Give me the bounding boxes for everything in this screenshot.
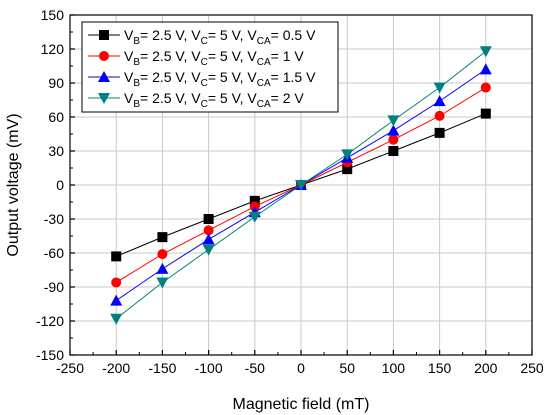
legend-label: VB= 2.5 V, VC= 5 V, VCA= 1.5 V: [124, 69, 316, 89]
y-tick-label: 0: [56, 177, 64, 193]
legend-marker: [99, 51, 109, 61]
legend-text-part: = 2.5 V, V: [140, 48, 201, 64]
legend-text-part: = 2.5 V, V: [140, 27, 201, 43]
legend-subscript: CA: [257, 57, 271, 68]
data-point: [388, 134, 399, 145]
legend-text-part: = 2 V: [271, 90, 305, 106]
x-tick-label: -150: [148, 360, 176, 376]
data-point: [479, 63, 492, 75]
data-point: [480, 82, 491, 93]
x-tick-label: 100: [382, 360, 406, 376]
data-point: [388, 146, 399, 156]
x-tick-label: -250: [56, 360, 84, 376]
legend-subscript: C: [201, 99, 208, 110]
x-tick-label: 150: [428, 360, 452, 376]
legend-text-part: = 1 V: [271, 48, 305, 64]
legend-text-part: V: [124, 48, 134, 64]
legend-text-part: = 5 V, V: [208, 69, 258, 85]
series-4: [110, 46, 492, 325]
legend-text-part: = 2.5 V, V: [140, 90, 201, 106]
x-tick-label: 200: [474, 360, 498, 376]
legend-marker: [98, 93, 110, 104]
legend-subscript: C: [201, 78, 208, 89]
legend-entry: VB= 2.5 V, VC= 5 V, VCA= 2 V: [88, 90, 304, 110]
data-point: [111, 277, 122, 288]
data-point: [248, 211, 261, 223]
legend-subscript: CA: [257, 99, 271, 110]
y-tick-label: 150: [41, 7, 65, 23]
x-tick-label: 0: [297, 360, 305, 376]
data-point: [295, 180, 307, 191]
legend-subscript: C: [201, 36, 208, 47]
data-point: [434, 110, 445, 121]
x-tick-label: -200: [102, 360, 130, 376]
legend-subscript: B: [133, 57, 140, 68]
y-tick-label: 90: [48, 75, 64, 91]
data-point: [111, 251, 122, 262]
data-point: [341, 149, 354, 161]
data-point: [434, 127, 445, 138]
legend-marker: [98, 71, 110, 82]
legend-label: VB= 2.5 V, VC= 5 V, VCA= 1 V: [124, 48, 304, 68]
legend-entry: VB= 2.5 V, VC= 5 V, VCA= 1.5 V: [88, 69, 316, 89]
y-tick-label: -90: [44, 279, 64, 295]
y-tick-label: -150: [36, 347, 64, 363]
legend-box: [81, 21, 339, 113]
data-point: [342, 164, 353, 175]
data-point: [479, 46, 492, 58]
data-point: [202, 233, 215, 245]
data-point: [202, 244, 215, 256]
axis-ticks: -250 -200 -150 -100 -50 0 50 100 150 200 250 -150 -1…: [36, 7, 544, 376]
data-point: [157, 249, 168, 260]
y-tick-label: -120: [36, 313, 64, 329]
legend-text-part: = 5 V, V: [208, 27, 258, 43]
x-tick-label: -100: [195, 360, 223, 376]
legend-subscript: B: [133, 78, 140, 89]
data-point: [156, 277, 169, 289]
legend-subscript: CA: [257, 36, 271, 47]
y-tick-label: 30: [48, 143, 64, 159]
data-point: [387, 115, 400, 127]
data-point: [433, 95, 446, 107]
x-tick-label: -50: [245, 360, 265, 376]
data-point: [387, 124, 400, 136]
x-axis-title: Magnetic field (mT): [233, 396, 370, 413]
y-tick-label: -30: [44, 211, 64, 227]
legend-label: VB= 2.5 V, VC= 5 V, VCA= 2 V: [124, 90, 304, 110]
legend-text-part: = 5 V, V: [208, 90, 258, 106]
legend-text-part: V: [124, 27, 134, 43]
legend-subscript: B: [133, 36, 140, 47]
legend-text-part: = 2.5 V, V: [140, 69, 201, 85]
data-point: [249, 195, 260, 206]
data-point: [433, 82, 446, 94]
data-point: [156, 262, 169, 274]
legend-text-part: = 5 V, V: [208, 48, 258, 64]
legend-subscript: CA: [257, 78, 271, 89]
legend: VB= 2.5 V, VC= 5 V, VCA= 0.5 VVB= 2.5 V,…: [81, 21, 339, 113]
data-point: [110, 313, 123, 325]
legend-subscript: B: [133, 99, 140, 110]
legend-entry: VB= 2.5 V, VC= 5 V, VCA= 1 V: [88, 48, 304, 68]
data-point: [110, 294, 123, 306]
y-tick-label: -60: [44, 245, 64, 261]
x-tick-label: 250: [520, 360, 544, 376]
data-point: [157, 232, 168, 243]
data-point: [203, 225, 214, 236]
series-layer: [110, 46, 492, 325]
legend-entry: VB= 2.5 V, VC= 5 V, VCA= 0.5 V: [88, 27, 316, 47]
legend-marker: [99, 30, 109, 40]
y-tick-label: 60: [48, 109, 64, 125]
x-tick-label: 50: [339, 360, 355, 376]
legend-label: VB= 2.5 V, VC= 5 V, VCA= 0.5 V: [124, 27, 316, 47]
legend-text-part: V: [124, 90, 134, 106]
y-tick-label: 120: [41, 41, 65, 57]
y-axis-title: Output voltage (mV): [5, 113, 22, 256]
legend-text-part: V: [124, 69, 134, 85]
data-point: [203, 214, 214, 224]
legend-text-part: = 1.5 V: [271, 69, 316, 85]
data-point: [480, 108, 491, 119]
legend-text-part: = 0.5 V: [271, 27, 316, 43]
legend-subscript: C: [201, 57, 208, 68]
